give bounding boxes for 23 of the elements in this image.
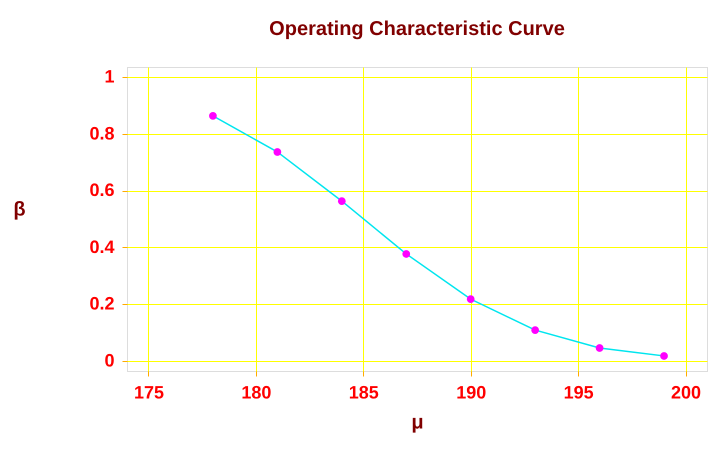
y-tick-label: 0.8 bbox=[89, 123, 114, 144]
point bbox=[596, 344, 604, 352]
point bbox=[209, 112, 217, 120]
x-tick-label: 200 bbox=[670, 382, 702, 402]
y-tick-label: 0 bbox=[104, 350, 114, 371]
y-tick-label: 1 bbox=[104, 66, 114, 86]
y-axis-title: β bbox=[13, 198, 26, 220]
x-tick-label: 180 bbox=[241, 382, 272, 402]
x-tick-label: 185 bbox=[348, 382, 379, 402]
y-tick-label: 0.2 bbox=[89, 294, 114, 314]
x-tick-label: 190 bbox=[456, 382, 486, 402]
chart-title: Operating Characteristic Curve bbox=[269, 18, 565, 40]
y-tick-label: 0.6 bbox=[89, 180, 114, 200]
y-tick-label: 0.4 bbox=[89, 236, 114, 257]
point bbox=[338, 197, 346, 205]
x-axis-title: μ bbox=[411, 412, 424, 434]
point bbox=[660, 352, 668, 360]
point bbox=[531, 326, 540, 334]
point bbox=[466, 295, 475, 303]
x-tick-label: 175 bbox=[134, 382, 164, 402]
point bbox=[402, 250, 410, 258]
point bbox=[273, 148, 282, 156]
x-tick-label: 195 bbox=[564, 382, 594, 402]
